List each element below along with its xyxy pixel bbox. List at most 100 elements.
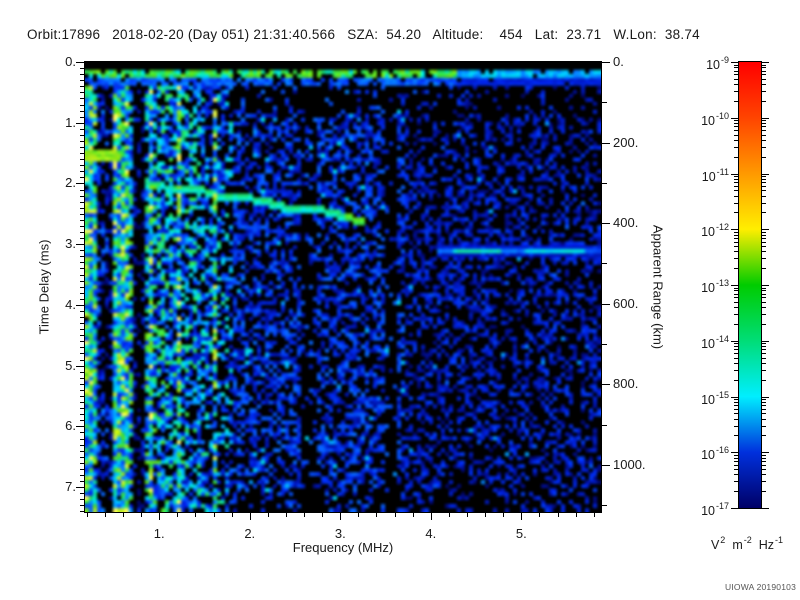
x-minor-tick (285, 513, 287, 517)
colorbar-minor-tick-right (762, 190, 766, 192)
colorbar-minor-tick-right (762, 418, 766, 420)
y-left-major-tick (76, 426, 84, 428)
x-minor-tick (448, 513, 450, 517)
colorbar-minor-tick-left (734, 195, 738, 197)
y-left-minor-tick (80, 353, 84, 355)
x-minor-tick (376, 513, 378, 517)
colorbar-minor-tick-right (762, 362, 766, 364)
colorbar-minor-tick-right (762, 176, 766, 178)
colorbar-minor-tick-left (734, 491, 738, 493)
colorbar-minor-tick-left (734, 481, 738, 483)
colorbar-minor-tick-right (762, 287, 766, 289)
y-right-minor-tick (602, 263, 607, 265)
colorbar-minor-tick-left (734, 176, 738, 178)
colorbar-minor-tick-left (734, 379, 738, 381)
colorbar-minor-tick-left (734, 231, 738, 233)
colorbar-minor-tick-left (734, 74, 738, 76)
x-tick-label: 5. (515, 526, 527, 541)
x-minor-tick (304, 513, 306, 517)
y-left-minor-tick (80, 359, 84, 361)
y-right-tick-label: 800. (613, 376, 639, 392)
y-left-tick-label: 4. (65, 296, 76, 312)
colorbar-minor-tick-right (762, 268, 766, 270)
y-left-minor-tick (80, 444, 84, 446)
colorbar-minor-tick-left (734, 67, 738, 69)
unit-hz-exp: -1 (775, 535, 784, 545)
y-left-minor-tick (80, 317, 84, 319)
y-left-tick-label: 0. (65, 54, 76, 69)
colorbar-major-tick-right (762, 285, 769, 286)
y-left-minor-tick (80, 177, 84, 179)
x-minor-tick (322, 513, 324, 517)
colorbar-minor-tick-right (762, 297, 766, 299)
y-left-minor-tick (80, 323, 84, 325)
colorbar-major-tick-right (762, 396, 769, 398)
y-left-minor-tick (80, 268, 84, 270)
watermark: UIOWA 20190103 (725, 582, 796, 592)
colorbar-minor-tick-left (734, 362, 738, 364)
y-left-minor-tick (80, 92, 84, 94)
y-left-tick-label: 3. (65, 236, 76, 252)
colorbar-tick-label: 10-11 (701, 166, 729, 184)
y-left-minor-tick (80, 462, 84, 464)
y-axis-title-left: Time Delay (ms) (36, 239, 52, 335)
colorbar-minor-tick-left (734, 293, 738, 295)
x-minor-tick (358, 513, 360, 517)
x-minor-tick (412, 513, 414, 517)
colorbar-minor-tick-right (762, 120, 766, 122)
y-left-minor-tick (80, 238, 84, 240)
x-minor-tick (231, 513, 233, 517)
y-left-minor-tick (80, 80, 84, 82)
colorbar-minor-tick-left (734, 146, 738, 148)
colorbar-minor-tick-left (734, 297, 738, 299)
y-left-minor-tick (80, 420, 84, 422)
colorbar-minor-tick-right (762, 454, 766, 456)
y-left-tick-label: 1. (65, 114, 76, 130)
colorbar-minor-tick-right (762, 349, 766, 351)
colorbar-minor-tick-left (734, 185, 738, 187)
colorbar-minor-tick-left (734, 460, 738, 462)
unit-v: V (710, 538, 720, 553)
y-left-minor-tick (80, 98, 84, 100)
colorbar-minor-tick-right (762, 353, 766, 355)
y-left-minor-tick (80, 402, 84, 404)
colorbar-minor-tick-left (734, 307, 738, 309)
y-left-minor-tick (80, 493, 84, 495)
colorbar-minor-tick-left (734, 64, 738, 66)
colorbar-minor-tick-right (762, 64, 766, 66)
colorbar-minor-tick-left (734, 70, 738, 72)
x-minor-tick (467, 513, 469, 517)
colorbar-minor-tick-right (762, 84, 766, 86)
colorbar-minor-tick-left (734, 469, 738, 471)
colorbar-minor-tick-left (734, 287, 738, 289)
colorbar-minor-tick-left (734, 182, 738, 184)
colorbar-minor-tick-right (762, 481, 766, 483)
y-right-minor-tick (602, 182, 607, 184)
colorbar-minor-tick-right (762, 474, 766, 476)
unit-v-exp: 2 (720, 535, 726, 545)
colorbar-minor-tick-right (762, 399, 766, 401)
colorbar-minor-tick-right (762, 425, 766, 427)
x-major-tick (159, 513, 161, 520)
colorbar-minor-tick-right (762, 231, 766, 233)
y-left-tick-label: 2. (65, 175, 76, 191)
colorbar-minor-tick-right (762, 293, 766, 295)
colorbar-tick-label: 10-16 (701, 445, 729, 463)
colorbar-minor-tick-left (734, 357, 738, 359)
x-major-tick (340, 513, 342, 520)
colorbar-minor-tick-left (734, 246, 738, 248)
colorbar-tick-label: 10-13 (701, 278, 729, 296)
colorbar-minor-tick-left (734, 454, 738, 456)
colorbar-unit-label: V2 m-2 Hz-1 (710, 535, 784, 553)
y-left-minor-tick (80, 165, 84, 167)
spectrogram-canvas (85, 62, 601, 512)
y-left-minor-tick (80, 474, 84, 476)
colorbar-minor-tick-right (762, 405, 766, 407)
y-right-minor-tick (602, 505, 607, 507)
y-left-minor-tick (80, 189, 84, 191)
y-right-major-tick (602, 62, 610, 63)
x-major-tick (249, 513, 251, 520)
colorbar-minor-tick-left (734, 349, 738, 351)
x-minor-tick (86, 513, 88, 517)
